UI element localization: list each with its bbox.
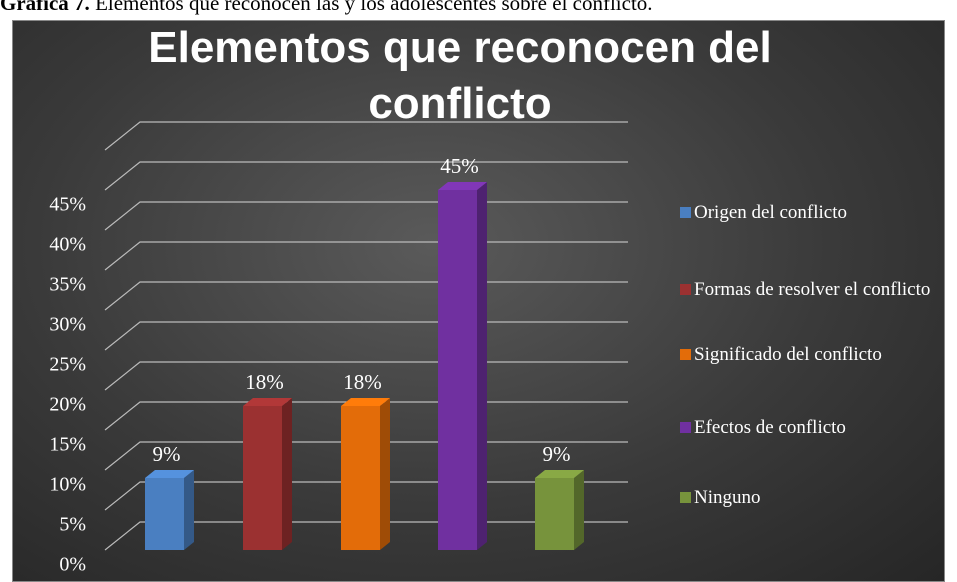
legend-swatch [680,349,691,360]
y-tick-label: 10% [49,474,86,496]
caption-text: Elementos que reconocen las y los adoles… [95,0,653,15]
legend-label: Formas de resolver el conflicto [694,279,931,300]
y-tick-label: 0% [59,554,86,576]
bar [243,406,282,550]
legend-item: Efectos de conflicto [680,415,957,441]
plot-top-edge [104,121,628,151]
bar [535,478,574,550]
grid-line [104,201,628,231]
bar-side [184,470,194,550]
y-tick-label: 20% [49,394,86,416]
bar-top [438,182,487,190]
caption-label: Gráfica 7. [0,0,90,15]
legend-item: Origen del conflicto [680,200,957,226]
legend-label: Efectos de conflicto [694,417,846,438]
legend-swatch [680,422,691,433]
legend-label: Origen del conflicto [694,202,848,223]
bar [438,190,477,550]
bar-side [282,398,292,550]
bar [145,478,184,550]
y-tick-label: 30% [49,314,86,336]
bar-top [145,470,194,478]
data-label: 9% [153,442,181,466]
legend-label: Ninguno [694,487,761,508]
grid-line [104,281,628,311]
y-tick-label: 35% [49,274,86,296]
grid-line [104,241,628,271]
legend-item: Significado del conflicto [680,342,957,368]
y-tick-label: 40% [49,234,86,256]
legend-item: Formas de resolver el conflicto [680,277,957,303]
bar-top [243,398,292,406]
bar-side [380,398,390,550]
legend-item: Ninguno [680,485,957,511]
bar-top [535,470,584,478]
legend-swatch [680,492,691,503]
y-tick-label: 45% [49,194,86,216]
legend-swatch [680,284,691,295]
legend-swatch [680,207,691,218]
data-label: 45% [440,154,479,178]
bar-top [341,398,390,406]
data-label: 9% [543,442,571,466]
legend-label: Significado del conflicto [694,344,882,365]
bar-side [477,182,487,550]
y-tick-label: 5% [59,514,86,536]
grid-line [104,161,628,191]
caption: Gráfica 7. Elementos que reconocen las y… [0,0,653,16]
y-tick-label: 25% [49,354,86,376]
bar [341,406,380,550]
chart-title: Elementos que reconocen del conflicto [148,23,772,128]
bar-side [574,470,584,550]
data-label: 18% [245,370,284,394]
y-tick-label: 15% [49,434,86,456]
data-label: 18% [343,370,382,394]
grid-line [104,321,628,351]
